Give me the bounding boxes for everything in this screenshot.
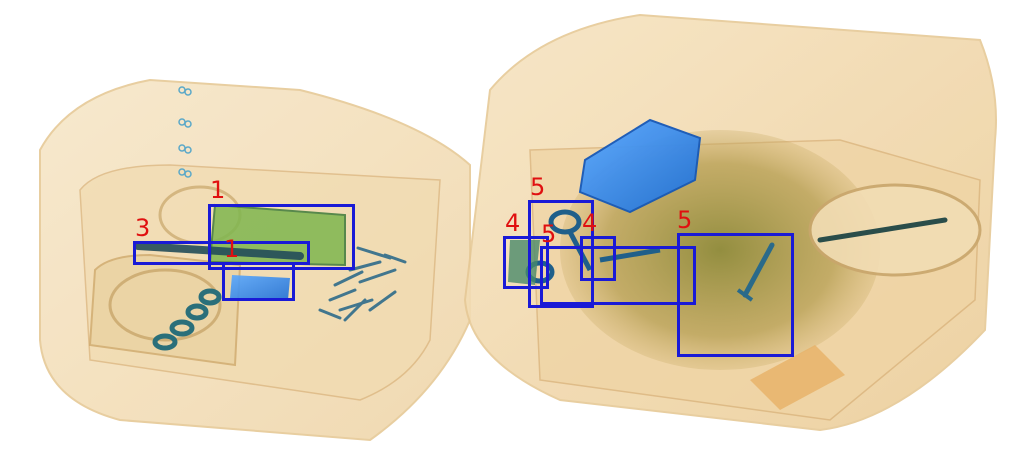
detection-label: 1	[210, 176, 226, 204]
detection-box	[540, 246, 696, 305]
detection-label: 5	[541, 220, 557, 248]
detection-label: 5	[530, 173, 546, 201]
right-bag	[463, 13, 997, 432]
detection-box	[580, 236, 616, 281]
detection-box	[208, 204, 355, 270]
detection-box	[528, 200, 594, 308]
detection-box	[677, 233, 794, 357]
detection-box	[222, 262, 295, 301]
detection-box	[503, 236, 549, 289]
detection-label: 4	[505, 209, 521, 237]
detection-box	[133, 241, 310, 265]
left-bag	[39, 78, 471, 442]
detection-label: 3	[135, 214, 151, 242]
detection-label: 5	[677, 206, 693, 234]
detection-label: 4	[582, 209, 598, 237]
detection-label: 1	[224, 235, 240, 263]
